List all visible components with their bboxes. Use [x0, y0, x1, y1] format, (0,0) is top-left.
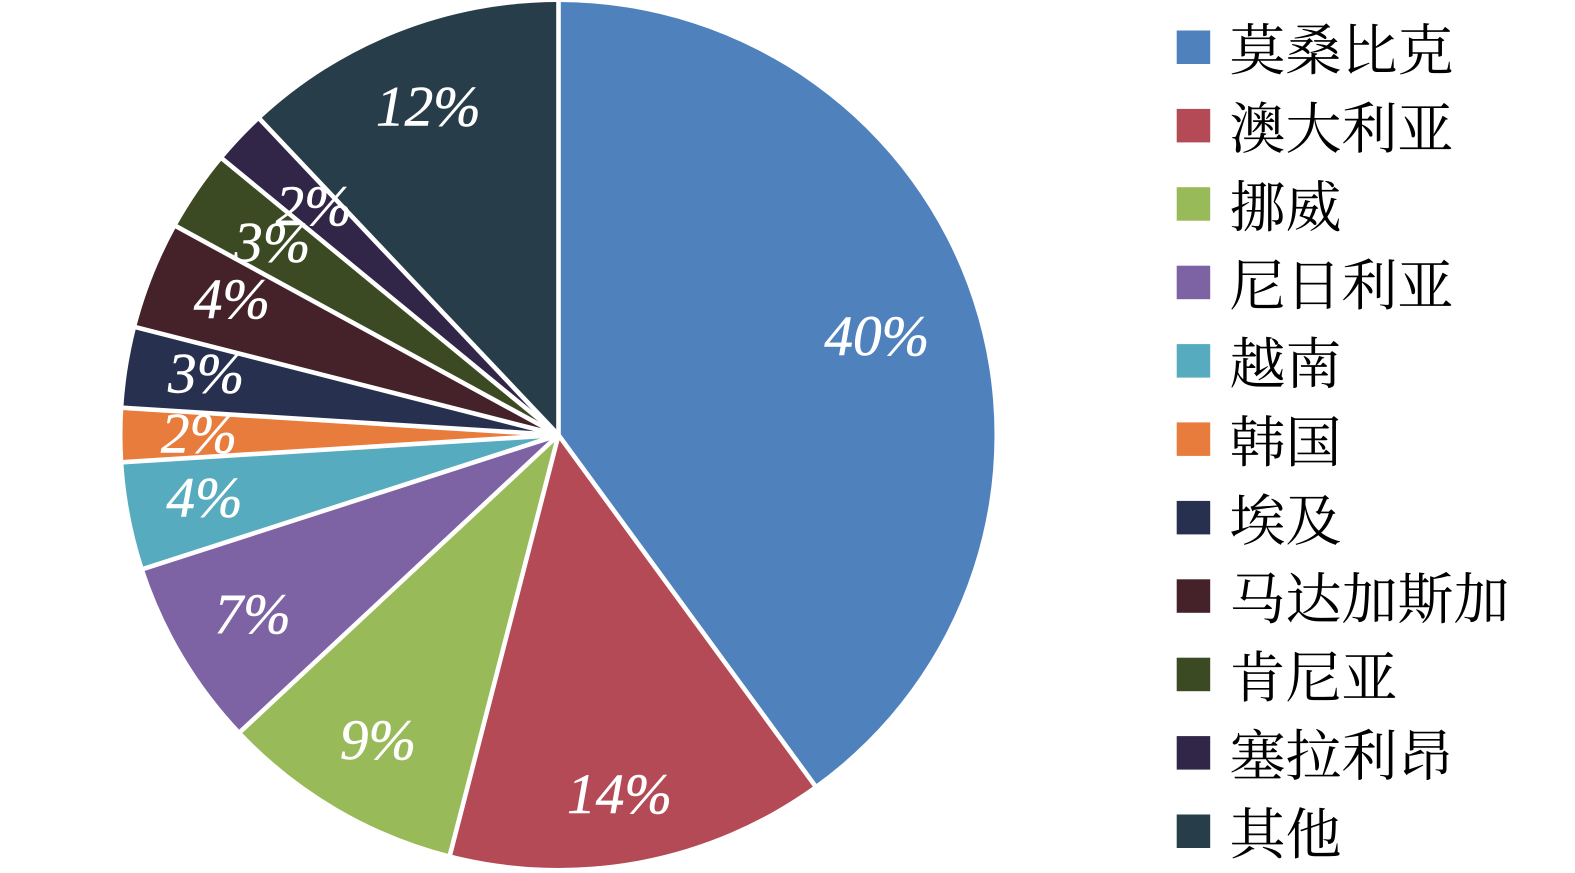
svg-text:40%: 40% [824, 305, 929, 368]
svg-text:2%: 2% [275, 175, 351, 238]
svg-text:3%: 3% [233, 211, 310, 274]
svg-text:2%: 2% [161, 402, 237, 465]
svg-text:14%: 14% [567, 763, 672, 826]
svg-text:7%: 7% [214, 583, 290, 646]
svg-text:3%: 3% [167, 342, 244, 405]
svg-text:4%: 4% [194, 268, 270, 331]
svg-text:9%: 9% [340, 709, 416, 772]
svg-text:4%: 4% [166, 466, 242, 529]
svg-text:12%: 12% [376, 75, 481, 138]
